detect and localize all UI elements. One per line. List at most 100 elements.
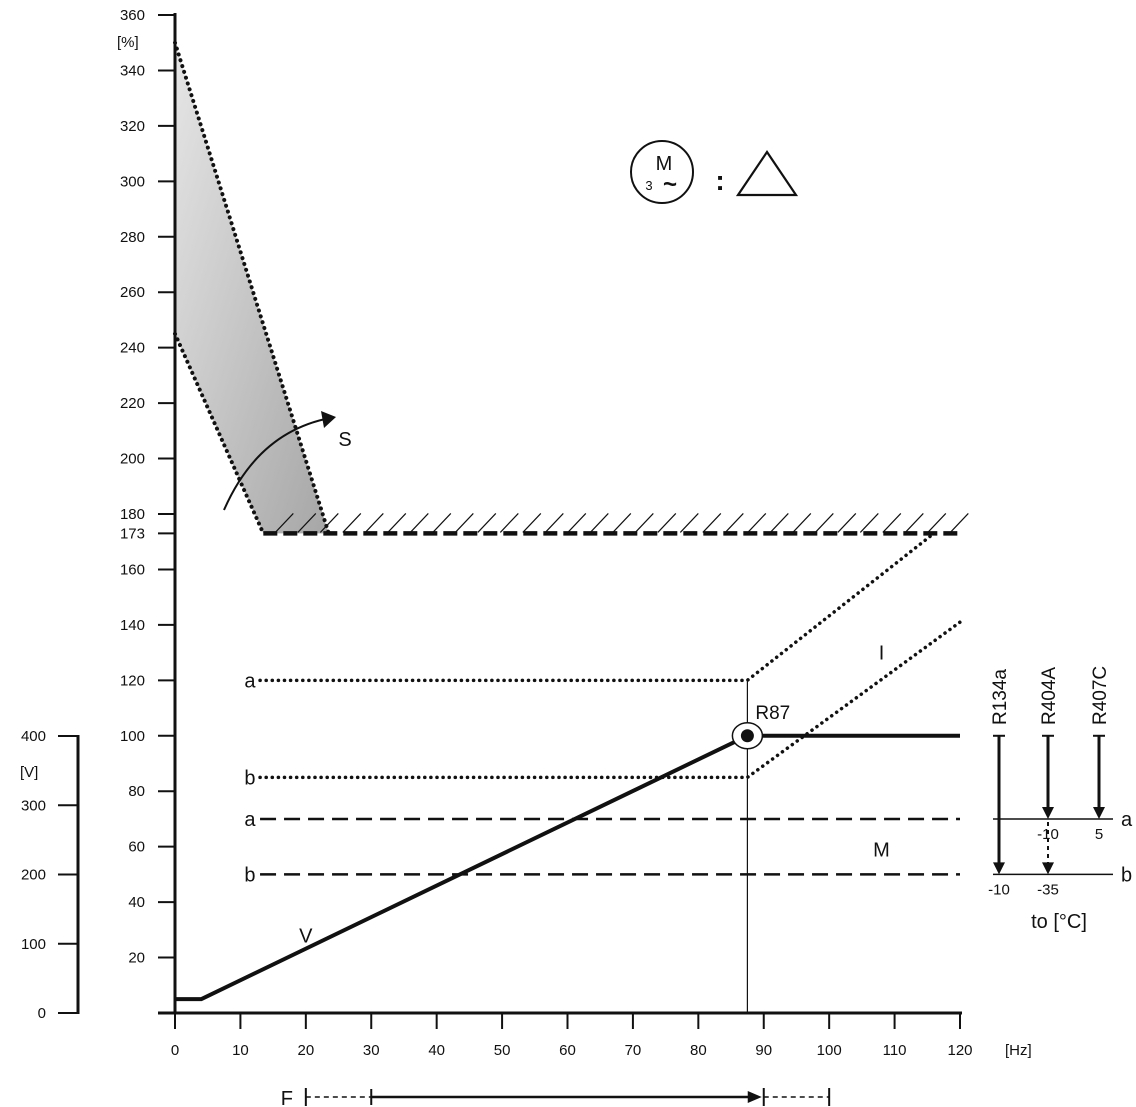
frequency-range-label: F [281,1088,293,1107]
frequency-range-bar: F [281,1088,831,1107]
y-tick-label-320: 320 [120,118,145,135]
x-tick-label-120: 120 [947,1042,972,1059]
x-tick-label-0: 0 [171,1042,179,1059]
hatch-mark-23 [792,512,812,533]
legend-level-a: a [1121,809,1133,831]
refrigerant-r407c: R407C [1090,666,1111,725]
v-tick-label-200: 200 [21,867,46,884]
x-tick-label-20: 20 [297,1042,314,1059]
hatch-mark-15 [612,512,632,533]
curve-label-v-3: V [299,925,313,947]
v-tick-label-300: 300 [21,797,46,814]
x-tick-label-10: 10 [232,1042,249,1059]
y-tick-label-360: 360 [120,7,145,24]
arrow-r134a-head [993,862,1005,875]
motor-wave: ~ [663,171,677,198]
refrigerant-legend: a b R134a R404A R407C -10 5 -10 -35 to [°C] [988,666,1133,933]
refrigerant-r404a: R404A [1039,667,1060,725]
y-tick-label-80: 80 [128,783,145,800]
x-tick-label-30: 30 [363,1042,380,1059]
x-tick-label-50: 50 [494,1042,511,1059]
rated-point-dot [740,729,754,743]
x-tick-label-110: 110 [883,1042,907,1059]
hatch-mark-20 [724,512,744,533]
y-tick-label-100: 100 [120,728,145,745]
y-tick-label-20: 20 [128,950,145,967]
x-tick-label-100: 100 [817,1042,842,1059]
axes: 2040608010012014016017318020022024026028… [21,7,973,1059]
curve-label-b-5: b [244,767,255,789]
x-tick-label-80: 80 [690,1042,707,1059]
x-tick-label-60: 60 [559,1042,576,1059]
hatch-mark-8 [454,512,474,533]
temp-r134a-b: -10 [988,881,1010,898]
motor-symbol: M 3 ~ : [630,140,799,204]
hatch-mark-28 [904,512,924,533]
hatch-mark-26 [859,512,879,533]
v-tick-label-0: 0 [38,1005,46,1022]
v-axis-unit: [V] [20,764,38,781]
arrow-r404a-b-head [1042,862,1054,875]
motor-circle [630,140,694,204]
series-i-a [258,531,936,683]
hatch-mark-5 [387,512,407,533]
temp-r404a-b: -35 [1037,881,1059,898]
y-tick-label-280: 280 [120,229,145,246]
hatch-mark-0 [274,512,294,533]
hatch-mark-22 [769,512,789,533]
temp-r407c-a: 5 [1095,826,1103,843]
hatch-mark-19 [702,512,722,533]
s-arrow-head [321,411,336,428]
limit-hatching [274,512,969,533]
hatch-mark-6 [409,512,429,533]
curve-label-i-1: I [879,643,885,665]
curve-label-a-4: a [244,670,256,692]
curve-label-b-7: b [244,864,255,886]
y-tick-label-300: 300 [120,173,145,190]
curve-label-a-6: a [244,809,256,831]
hatch-mark-12 [544,512,564,533]
curve-label-m-2: M [873,839,890,861]
x-tick-label-90: 90 [755,1042,772,1059]
hatch-mark-29 [927,512,947,533]
refrigerant-r134a: R134a [990,669,1011,725]
y-tick-label-60: 60 [128,839,145,856]
y-tick-label-180: 180 [120,506,145,523]
hatch-mark-24 [814,512,834,533]
y-tick-label-340: 340 [120,62,145,79]
motor-separator: : [715,165,724,196]
hatch-mark-1 [297,512,317,533]
y-tick-label-160: 160 [120,561,145,578]
s-arrow-curve [223,417,331,511]
hatch-mark-4 [364,512,384,533]
hatch-mark-16 [634,512,654,533]
x-axis-unit: [Hz] [1005,1042,1032,1059]
hatch-mark-14 [589,512,609,533]
hatch-mark-27 [882,512,902,533]
legend-level-b: b [1121,864,1132,886]
arrow-r407c-head [1093,806,1105,819]
motor-phase: 3 [645,178,652,193]
s-band-upper-line [173,40,331,536]
rated-point-label: R87 [755,703,790,724]
y-tick-label-140: 140 [120,617,145,634]
y-tick-label-240: 240 [120,340,145,357]
series-i-b [258,620,962,780]
hatch-mark-10 [499,512,519,533]
x-tick-label-40: 40 [428,1042,445,1059]
hatch-mark-2 [319,512,339,533]
x-tick-label-70: 70 [625,1042,642,1059]
y-tick-label-220: 220 [120,395,145,412]
hatch-mark-21 [747,512,767,533]
curve-label-s-0: S [338,429,351,451]
hatch-mark-3 [342,512,362,533]
hatch-mark-9 [477,512,497,533]
series-v [175,733,960,1002]
hatch-mark-7 [432,512,452,533]
delta-connection-icon [735,150,799,197]
hatch-mark-30 [949,512,969,533]
y-axis-unit: [%] [117,34,139,51]
s-band-lower-line [173,331,266,536]
